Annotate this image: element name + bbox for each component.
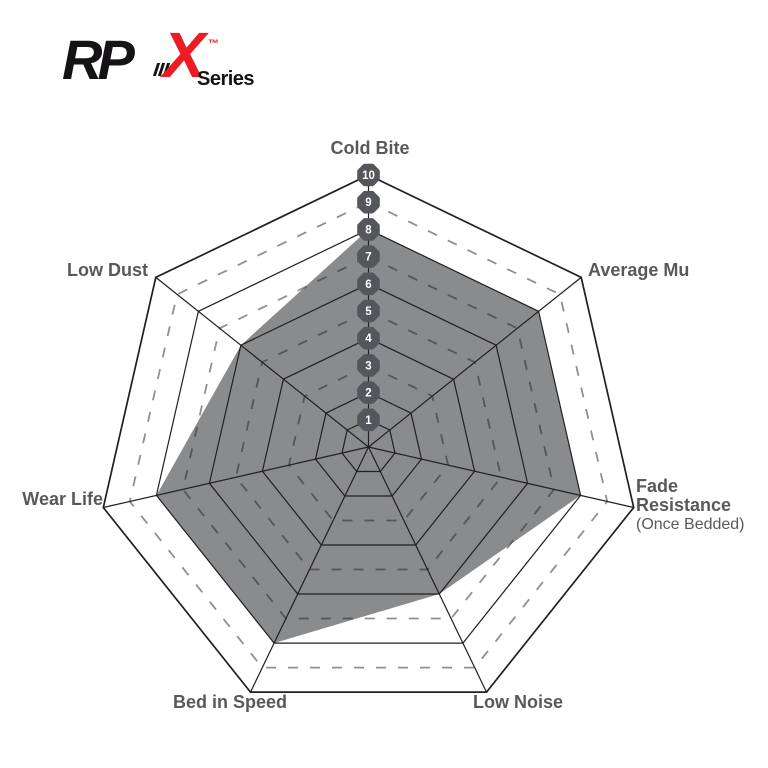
axis-spoke xyxy=(367,446,488,693)
grid-ring-8 xyxy=(155,228,582,644)
grid-ring-7 xyxy=(181,255,556,620)
grid-ring-5 xyxy=(234,310,503,571)
scale-badge-label: 5 xyxy=(365,306,372,318)
scale-badge-label: 7 xyxy=(365,252,371,264)
scale-badge-10: 10 xyxy=(357,163,380,187)
scale-badge-label: 9 xyxy=(365,197,371,209)
rpx-series-logo: RP X ™ Series xyxy=(58,23,278,96)
axis-spoke xyxy=(368,446,634,509)
scale-badge-label: 8 xyxy=(365,224,372,236)
scale-badge-label: 10 xyxy=(362,170,375,182)
scale-badge-label: 2 xyxy=(365,388,371,400)
axis-label-wear-life: Wear Life xyxy=(22,489,103,509)
scale-badge-5: 5 xyxy=(357,299,380,323)
axis-label-fade-resistance-main: Fade Resistance xyxy=(636,476,732,515)
scale-badge-1: 1 xyxy=(357,408,380,432)
scale-badge-2: 2 xyxy=(357,381,380,404)
scale-badge-label: 6 xyxy=(365,279,371,291)
axis-label-low-dust: Low Dust xyxy=(67,260,148,280)
scale-badge-label: 3 xyxy=(365,360,371,372)
axis-label-fade-resistance: Fade Resistance (Once Bedded) xyxy=(636,477,746,534)
axis-label-cold-bite: Cold Bite xyxy=(330,138,410,158)
logo-model-letter: X xyxy=(163,19,206,91)
logo-series-text: Series xyxy=(197,68,255,90)
grid-ring-2 xyxy=(314,391,423,497)
grid-ring-1 xyxy=(341,419,396,473)
grid-ring-10 xyxy=(102,174,635,693)
axis-spoke xyxy=(368,276,582,448)
scale-badge-3: 3 xyxy=(357,354,380,377)
axis-spoke xyxy=(155,276,369,448)
grid-ring-6 xyxy=(208,283,529,595)
logo-brand-text: RP xyxy=(62,28,135,91)
scale-badge-6: 6 xyxy=(357,272,380,296)
scale-badge-label: 1 xyxy=(365,415,372,427)
axis-label-low-noise: Low Noise xyxy=(472,692,564,712)
axis-label-bed-in-speed: Bed in Speed xyxy=(172,692,288,712)
axis-spoke xyxy=(103,446,369,509)
scale-badge-label: 4 xyxy=(365,333,372,345)
axis-spoke xyxy=(249,446,370,693)
scale-badge-4: 4 xyxy=(357,326,380,350)
grid-ring-4 xyxy=(261,337,476,546)
axis-label-average-mu: Average Mu xyxy=(588,260,690,280)
scale-badge-8: 8 xyxy=(357,218,380,241)
trademark-symbol: ™ xyxy=(208,38,219,50)
scale-badge-9: 9 xyxy=(357,190,380,214)
scale-badge-7: 7 xyxy=(357,245,380,268)
axis-label-fade-resistance-sub: (Once Bedded) xyxy=(636,516,745,533)
grid-ring-9 xyxy=(128,201,609,669)
grid-ring-3 xyxy=(287,364,450,522)
